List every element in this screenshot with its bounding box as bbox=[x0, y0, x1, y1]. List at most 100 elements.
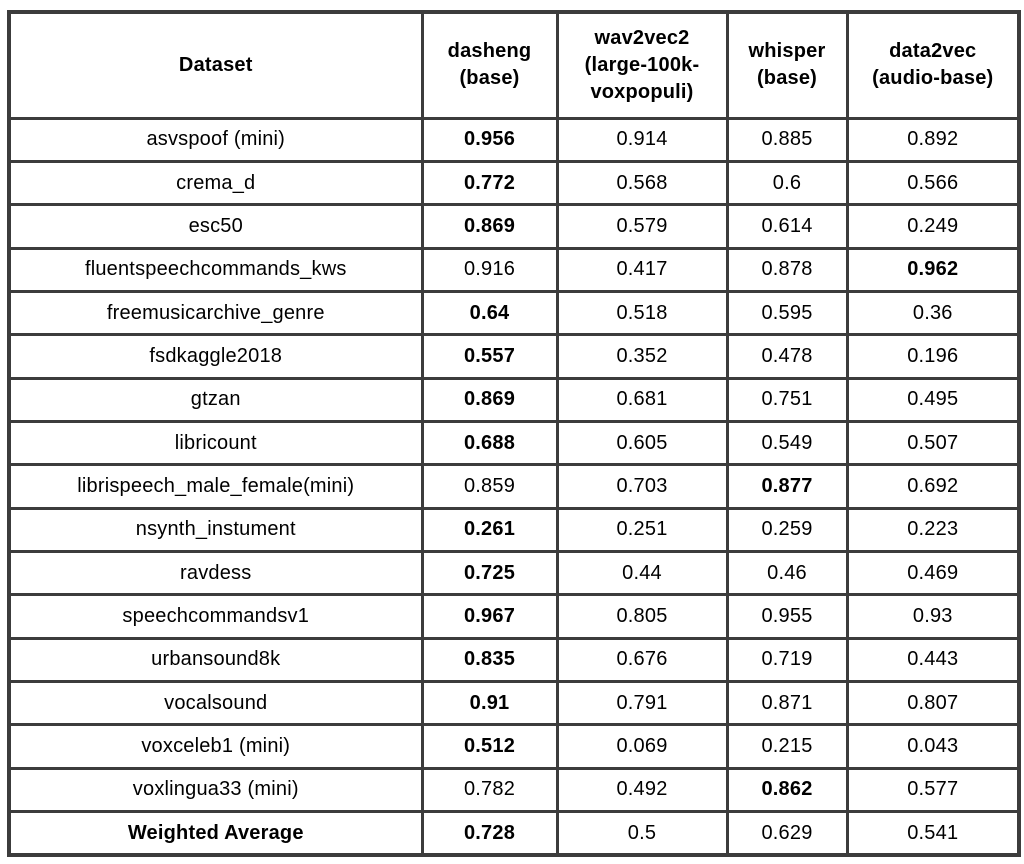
score-cell-dasheng: 0.728 bbox=[420, 810, 559, 857]
dataset-name-cell: vocalsound bbox=[7, 679, 424, 727]
table-row: vocalsound 0.91 0.791 0.871 0.807 bbox=[7, 679, 1021, 727]
score-cell-whisper: 0.46 bbox=[725, 549, 849, 597]
dataset-name-cell: speechcommandsv1 bbox=[7, 593, 424, 640]
score-cell-dasheng: 0.869 bbox=[420, 203, 559, 250]
table-row: esc50 0.869 0.579 0.614 0.249 bbox=[7, 203, 1021, 250]
score-cell-data2vec: 0.249 bbox=[845, 203, 1021, 250]
score-cell-whisper: 0.719 bbox=[725, 636, 849, 683]
score-cell-wav2vec2: 0.44 bbox=[555, 549, 729, 597]
score-cell-whisper: 0.595 bbox=[725, 289, 849, 337]
score-cell-dasheng: 0.91 bbox=[420, 679, 559, 727]
dataset-name-cell: nsynth_instument bbox=[7, 506, 424, 553]
table-row: librispeech_male_female(mini) 0.859 0.70… bbox=[7, 463, 1021, 510]
table-row: voxceleb1 (mini) 0.512 0.069 0.215 0.043 bbox=[7, 723, 1021, 770]
table-row: speechcommandsv1 0.967 0.805 0.955 0.93 bbox=[7, 593, 1021, 640]
score-cell-data2vec: 0.692 bbox=[845, 463, 1021, 510]
score-cell-wav2vec2: 0.069 bbox=[555, 723, 729, 770]
score-cell-wav2vec2: 0.676 bbox=[555, 636, 729, 683]
score-cell-whisper: 0.6 bbox=[725, 159, 849, 207]
score-cell-whisper: 0.614 bbox=[725, 203, 849, 250]
table-row: ravdess 0.725 0.44 0.46 0.469 bbox=[7, 549, 1021, 597]
table-row: crema_d 0.772 0.568 0.6 0.566 bbox=[7, 159, 1021, 207]
score-cell-wav2vec2: 0.579 bbox=[555, 203, 729, 250]
score-cell-wav2vec2: 0.5 bbox=[555, 810, 729, 857]
score-cell-wav2vec2: 0.352 bbox=[555, 333, 729, 380]
table-row: gtzan 0.869 0.681 0.751 0.495 bbox=[7, 376, 1021, 423]
score-cell-data2vec: 0.469 bbox=[845, 549, 1021, 597]
score-cell-dasheng: 0.782 bbox=[420, 766, 559, 814]
score-cell-whisper: 0.871 bbox=[725, 679, 849, 727]
score-cell-dasheng: 0.869 bbox=[420, 376, 559, 423]
score-cell-whisper: 0.862 bbox=[725, 766, 849, 814]
dataset-name-cell: fsdkaggle2018 bbox=[7, 333, 424, 380]
dataset-name-cell: fluentspeechcommands_kws bbox=[7, 246, 424, 293]
score-cell-data2vec: 0.36 bbox=[845, 289, 1021, 337]
dataset-name-cell: gtzan bbox=[7, 376, 424, 423]
dataset-name-cell: crema_d bbox=[7, 159, 424, 207]
score-cell-data2vec: 0.223 bbox=[845, 506, 1021, 553]
score-cell-whisper: 0.215 bbox=[725, 723, 849, 770]
score-cell-dasheng: 0.261 bbox=[420, 506, 559, 553]
score-cell-dasheng: 0.956 bbox=[420, 116, 559, 163]
score-cell-wav2vec2: 0.518 bbox=[555, 289, 729, 337]
dataset-name-cell: librispeech_male_female(mini) bbox=[7, 463, 424, 510]
score-cell-wav2vec2: 0.681 bbox=[555, 376, 729, 423]
score-cell-data2vec: 0.892 bbox=[845, 116, 1021, 163]
score-cell-dasheng: 0.859 bbox=[420, 463, 559, 510]
score-cell-data2vec: 0.577 bbox=[845, 766, 1021, 814]
table-row: urbansound8k 0.835 0.676 0.719 0.443 bbox=[7, 636, 1021, 683]
dataset-name-cell: voxlingua33 (mini) bbox=[7, 766, 424, 814]
table-row: voxlingua33 (mini) 0.782 0.492 0.862 0.5… bbox=[7, 766, 1021, 814]
score-cell-whisper: 0.955 bbox=[725, 593, 849, 640]
score-cell-dasheng: 0.725 bbox=[420, 549, 559, 597]
score-cell-whisper: 0.885 bbox=[725, 116, 849, 163]
table-row: fsdkaggle2018 0.557 0.352 0.478 0.196 bbox=[7, 333, 1021, 380]
column-header-dasheng: dasheng (base) bbox=[420, 10, 559, 120]
score-cell-dasheng: 0.557 bbox=[420, 333, 559, 380]
score-cell-whisper: 0.549 bbox=[725, 419, 849, 467]
score-cell-data2vec: 0.807 bbox=[845, 679, 1021, 727]
dataset-name-cell: voxceleb1 (mini) bbox=[7, 723, 424, 770]
score-cell-data2vec: 0.962 bbox=[845, 246, 1021, 293]
score-cell-data2vec: 0.495 bbox=[845, 376, 1021, 423]
score-cell-whisper: 0.878 bbox=[725, 246, 849, 293]
dataset-name-cell: libricount bbox=[7, 419, 424, 467]
score-cell-data2vec: 0.507 bbox=[845, 419, 1021, 467]
score-cell-wav2vec2: 0.914 bbox=[555, 116, 729, 163]
score-cell-whisper: 0.877 bbox=[725, 463, 849, 510]
score-cell-whisper: 0.259 bbox=[725, 506, 849, 553]
dataset-name-cell: urbansound8k bbox=[7, 636, 424, 683]
table-row: fluentspeechcommands_kws 0.916 0.417 0.8… bbox=[7, 246, 1021, 293]
score-cell-data2vec: 0.443 bbox=[845, 636, 1021, 683]
score-cell-whisper: 0.751 bbox=[725, 376, 849, 423]
score-cell-dasheng: 0.967 bbox=[420, 593, 559, 640]
score-cell-wav2vec2: 0.805 bbox=[555, 593, 729, 640]
header-row: Dataset dasheng (base) wav2vec2 (large-1… bbox=[7, 10, 1021, 120]
table-row: asvspoof (mini) 0.956 0.914 0.885 0.892 bbox=[7, 116, 1021, 163]
score-cell-data2vec: 0.541 bbox=[845, 810, 1021, 857]
column-header-data2vec: data2vec (audio-base) bbox=[845, 10, 1021, 120]
dataset-name-cell: ravdess bbox=[7, 549, 424, 597]
score-cell-wav2vec2: 0.791 bbox=[555, 679, 729, 727]
benchmark-table-container: Dataset dasheng (base) wav2vec2 (large-1… bbox=[7, 10, 1021, 857]
score-cell-whisper: 0.629 bbox=[725, 810, 849, 857]
dataset-name-cell: Weighted Average bbox=[7, 810, 424, 857]
score-cell-data2vec: 0.566 bbox=[845, 159, 1021, 207]
score-cell-data2vec: 0.93 bbox=[845, 593, 1021, 640]
score-cell-dasheng: 0.835 bbox=[420, 636, 559, 683]
score-cell-wav2vec2: 0.492 bbox=[555, 766, 729, 814]
score-cell-dasheng: 0.64 bbox=[420, 289, 559, 337]
score-cell-dasheng: 0.772 bbox=[420, 159, 559, 207]
table-row: freemusicarchive_genre 0.64 0.518 0.595 … bbox=[7, 289, 1021, 337]
score-cell-wav2vec2: 0.703 bbox=[555, 463, 729, 510]
dataset-name-cell: asvspoof (mini) bbox=[7, 116, 424, 163]
score-cell-wav2vec2: 0.605 bbox=[555, 419, 729, 467]
score-cell-data2vec: 0.196 bbox=[845, 333, 1021, 380]
table-row: nsynth_instument 0.261 0.251 0.259 0.223 bbox=[7, 506, 1021, 553]
table-row: libricount 0.688 0.605 0.549 0.507 bbox=[7, 419, 1021, 467]
score-cell-wav2vec2: 0.568 bbox=[555, 159, 729, 207]
dataset-name-cell: freemusicarchive_genre bbox=[7, 289, 424, 337]
score-cell-whisper: 0.478 bbox=[725, 333, 849, 380]
score-cell-data2vec: 0.043 bbox=[845, 723, 1021, 770]
column-header-wav2vec2: wav2vec2 (large-100k- voxpopuli) bbox=[555, 10, 729, 120]
